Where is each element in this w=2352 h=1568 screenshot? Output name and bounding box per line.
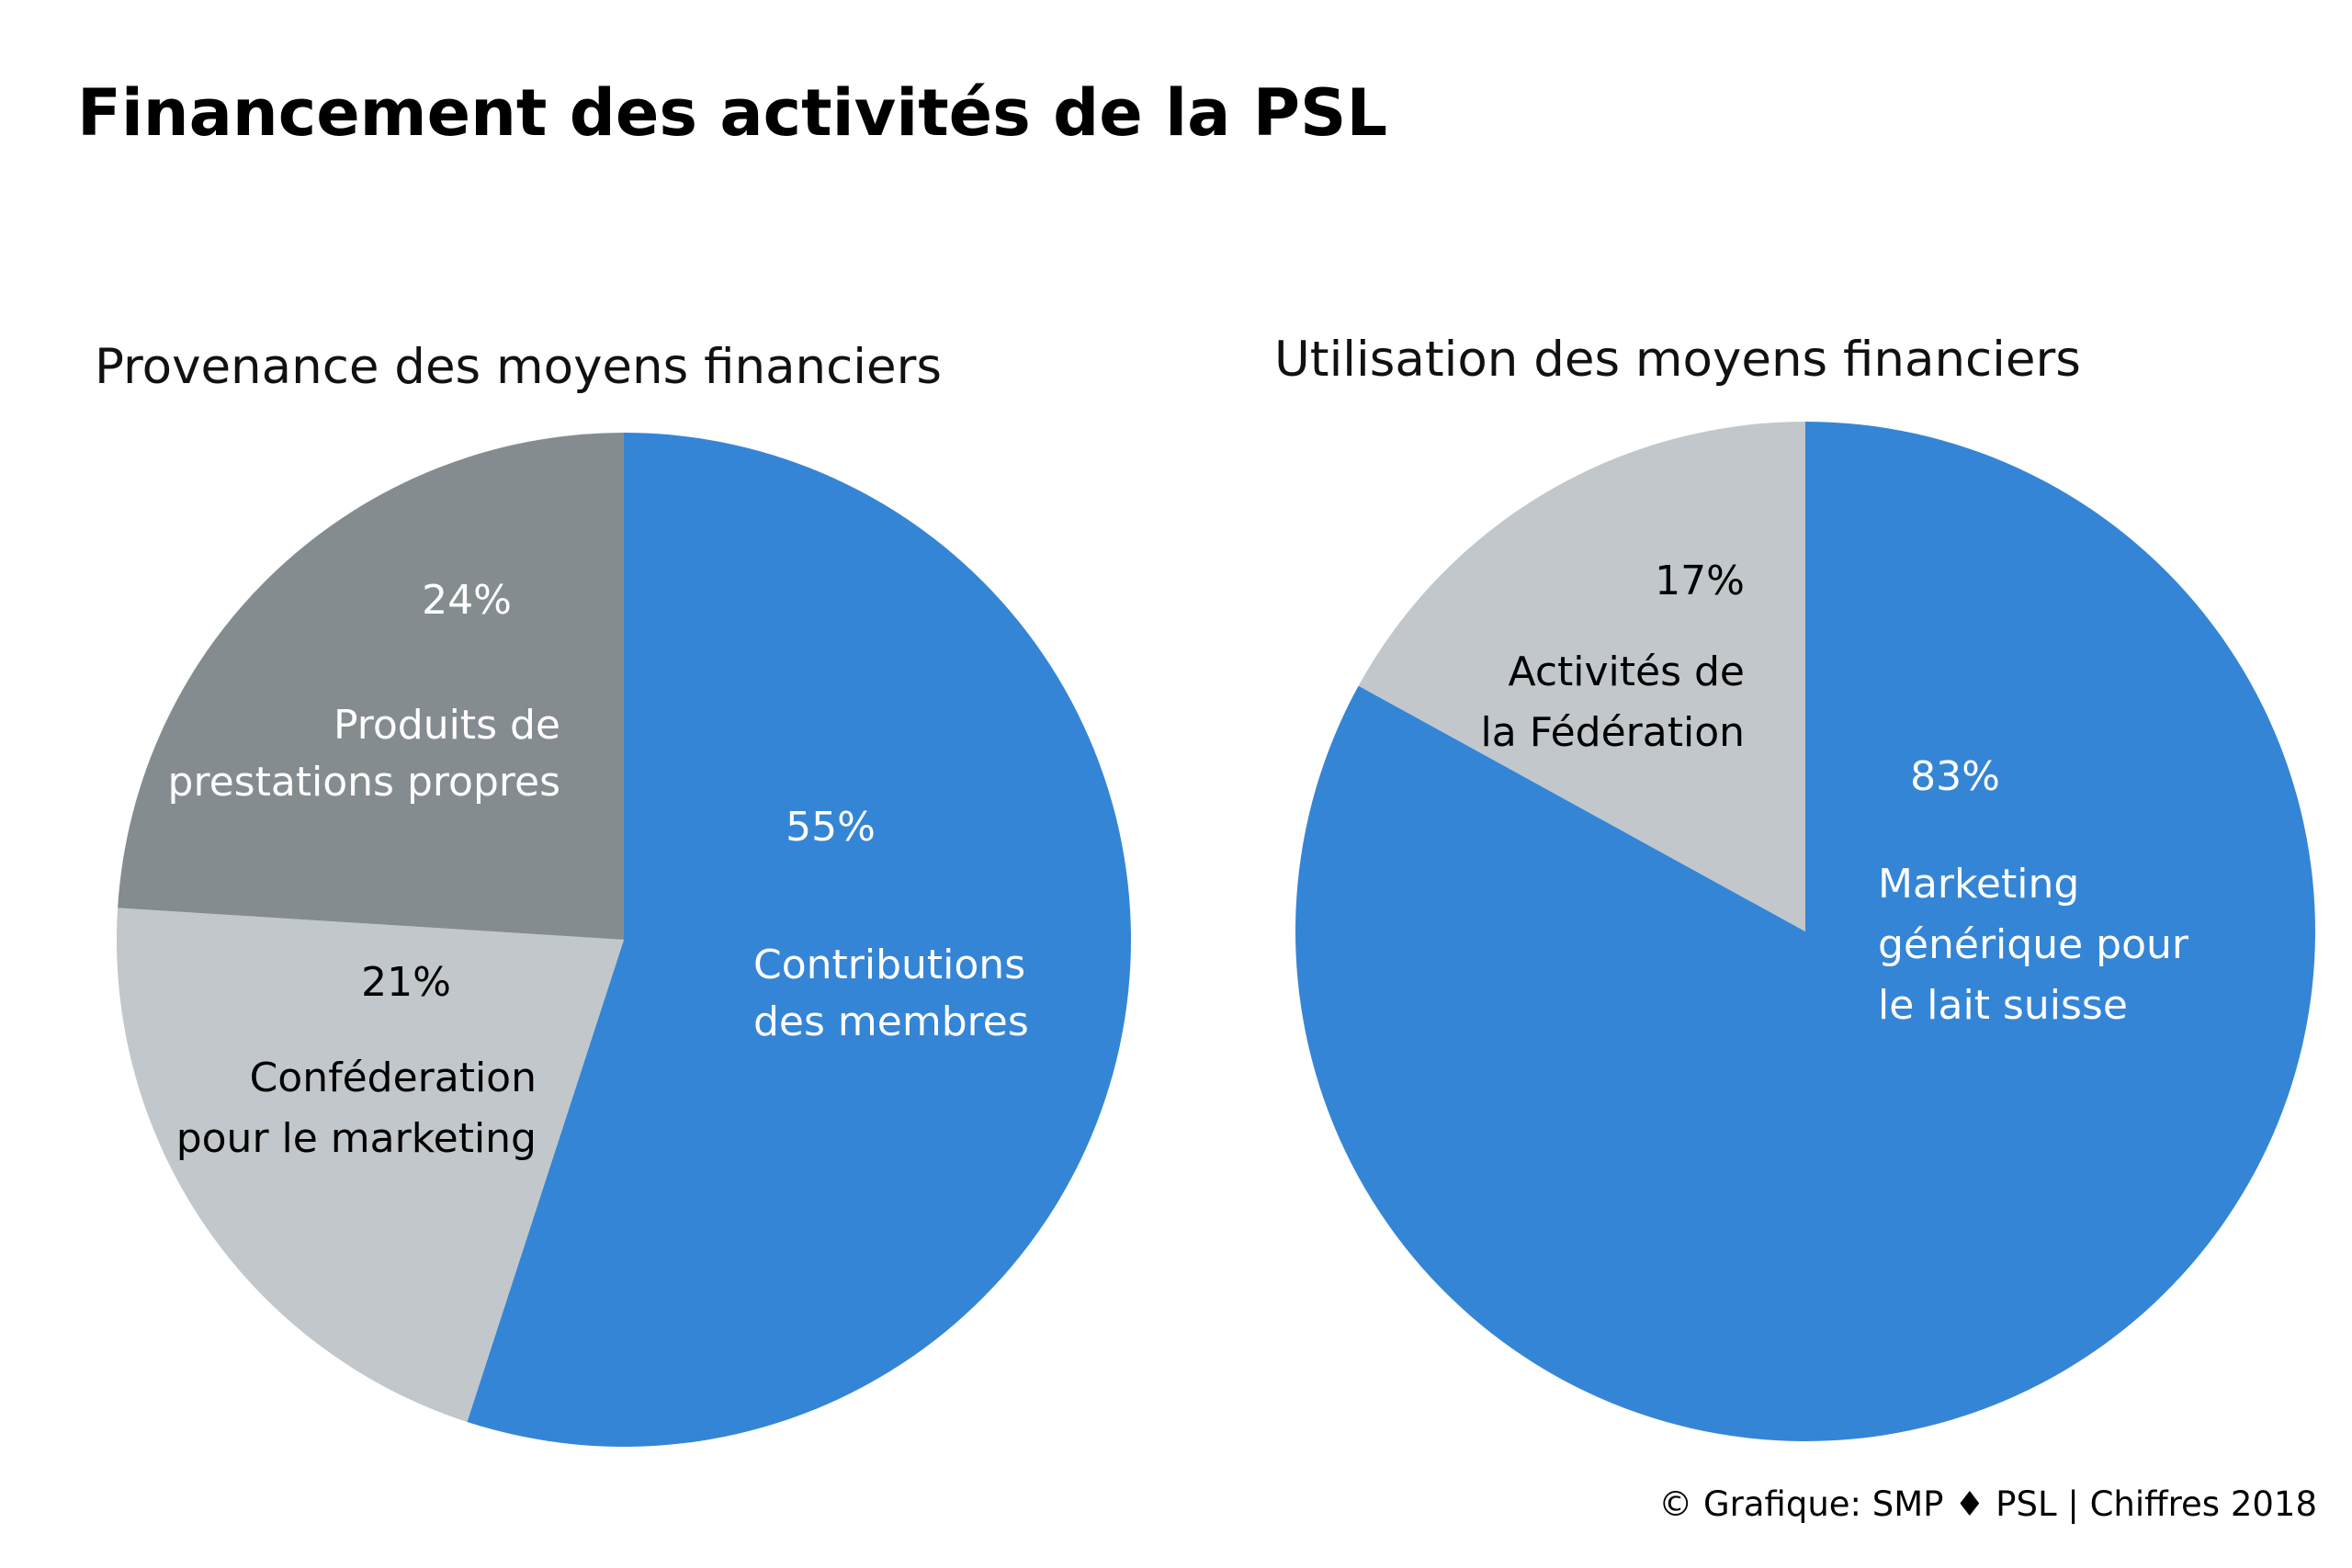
pie-slice-produits-de-prestations-propres (118, 433, 625, 940)
main-title: Financement des activités de la PSL (77, 75, 1388, 151)
slice-percent-contributions-des-membres: 55% (786, 804, 876, 851)
slice-percent-produits-de-prestations-propres: 24% (422, 577, 512, 624)
slice-label-marketing-generique-pour-le-lait-suisse: Marketing générique pour le lait suisse (1878, 861, 2189, 1029)
pie-slice-confederation-pour-le-marketing (117, 908, 625, 1422)
slice-label-line: Produits de (334, 702, 560, 749)
credit-line: © Grafique: SMP ♦ PSL | Chiffres 2018 (1658, 1484, 2317, 1524)
slice-label-line: prestations propres (168, 759, 560, 806)
pie-chart-provenance: Provenance des moyens financiers 55% Contr… (95, 339, 1132, 1447)
slice-label-line: Conféderation (250, 1055, 537, 1101)
chart-subtitle: Provenance des moyens financiers (95, 339, 942, 395)
slice-label-produits-de-prestations-propres: Produits de prestations propres (168, 702, 560, 806)
slice-label-line: générique pour (1878, 921, 2189, 968)
pie-chart-utilisation: Utilisation des moyens financiers 83% Mark… (1274, 332, 2316, 1441)
slice-label-line: pour le marketing (176, 1115, 537, 1162)
slice-label-line: Contributions (753, 942, 1025, 988)
slice-percent-activites-de-la-federation: 17% (1655, 558, 1745, 604)
slice-label-line: la Fédération (1481, 709, 1745, 756)
slice-label-contributions-des-membres: Contributions des membres (753, 942, 1029, 1045)
slice-label-line: Activités de (1509, 649, 1746, 695)
slice-percent-marketing-generique-pour-le-lait-suisse: 83% (1910, 753, 2000, 800)
slice-label-line: des membres (753, 998, 1029, 1045)
chart-subtitle: Utilisation des moyens financiers (1274, 332, 2081, 388)
slice-label-line: le lait suisse (1878, 982, 2128, 1029)
pie-slice-marketing-generique-pour-le-lait-suisse (1295, 422, 2316, 1441)
pie-slice-activites-de-la-federation (1358, 421, 1805, 931)
slice-label-activites-de-la-federation: Activités de la Fédération (1481, 649, 1745, 756)
slice-percent-confederation-pour-le-marketing: 21% (361, 959, 451, 1006)
slice-label-confederation-pour-le-marketing: Conféderation pour le marketing (176, 1055, 537, 1162)
pie-slice-contributions-des-membres (467, 433, 1132, 1447)
slice-label-line: Marketing (1878, 861, 2079, 908)
